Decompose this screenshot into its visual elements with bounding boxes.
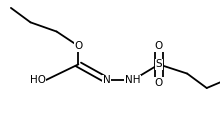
Text: HO: HO: [30, 75, 46, 85]
Text: N: N: [103, 75, 111, 85]
Text: O: O: [74, 41, 83, 51]
Text: S: S: [156, 59, 162, 69]
Text: O: O: [155, 41, 163, 51]
Text: NH: NH: [125, 75, 141, 85]
Text: O: O: [155, 78, 163, 88]
